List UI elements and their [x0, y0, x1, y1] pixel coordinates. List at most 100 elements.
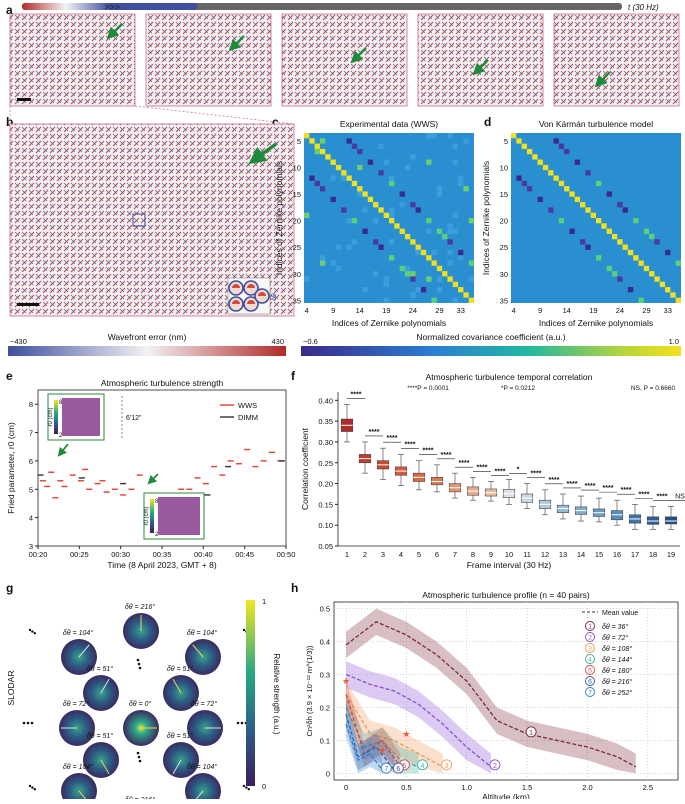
matrix-cell: [389, 175, 395, 181]
panel-letter-a: a: [6, 3, 13, 17]
g-ellipsis-dot: [28, 784, 32, 788]
matrix-diagonal-cell: [526, 148, 533, 155]
time-bar-gradient: [22, 3, 197, 10]
matrix-ytick: 5: [297, 137, 301, 146]
h-series-marker-label: 1: [529, 730, 533, 737]
matrix-cell: [389, 212, 395, 218]
matrix-diagonal-cell: [580, 202, 586, 208]
f-ytick: 0.05: [318, 542, 333, 551]
matrix-diagonal-cell: [394, 223, 400, 229]
wind-arrow-icon: [106, 23, 123, 40]
matrix-diagonal-cell: [585, 207, 591, 213]
matrix-xtick: 24: [616, 306, 624, 315]
panel-letter-d: d: [484, 115, 491, 129]
e-inset-map: [158, 497, 200, 535]
matrix-xtick: 4: [512, 306, 516, 315]
matrix-xlabel: Indices of Zernike polynomials: [539, 318, 653, 328]
matrix-diagonal-cell: [516, 138, 522, 144]
f-sig-label: ****: [495, 468, 506, 475]
matrix-cell: [373, 239, 379, 245]
g-disk-label: δθ = 104°: [187, 629, 217, 637]
matrix-cell: [638, 297, 644, 303]
zernike-inset: [227, 277, 271, 315]
g-disk-label: δθ = 0°: [129, 700, 152, 708]
matrix-diagonal-cell: [569, 191, 575, 197]
matrix-diagonal-cell: [383, 212, 389, 218]
h-legend-label: δθ = 108°: [602, 645, 632, 653]
matrix-cell: [526, 186, 533, 192]
g-disk-label: δθ = 216°: [125, 603, 155, 611]
f-xtick: 13: [559, 550, 567, 559]
f-xtick: 12: [541, 550, 549, 559]
matrix-cell: [341, 207, 347, 213]
matrix-cell: [436, 186, 443, 192]
matrix-ytick: 30: [293, 270, 301, 279]
f-sig-label: ****: [387, 435, 398, 442]
matrix-cell: [426, 218, 432, 224]
g-side-label: SLODAR: [6, 671, 16, 706]
e-xtick: 00:30: [111, 550, 130, 559]
matrix-diagonal-cell: [335, 164, 342, 171]
wavefront-frame: [417, 13, 544, 107]
matrix-diagonal-cell: [346, 175, 352, 181]
h-legend-marker-label: 5: [588, 668, 592, 675]
f-xtick: 4: [399, 550, 403, 559]
matrix-cell: [362, 228, 368, 234]
matrix-cell: [378, 170, 384, 176]
h-legend-marker-label: 3: [588, 646, 592, 653]
matrix-diagonal-cell: [601, 223, 607, 229]
matrix-cell: [341, 175, 347, 181]
covariance-colorbar-min: −0.6: [303, 337, 318, 346]
matrix-cell: [606, 191, 612, 197]
matrix-diagonal-cell: [325, 154, 331, 160]
g-disk-label: δθ = 72°: [63, 700, 89, 708]
matrix-cell: [431, 133, 437, 139]
e-inset-colorbar: [150, 499, 154, 533]
e-inset-label: r0 (cm): [144, 507, 150, 526]
f-sig-label: ****: [423, 448, 434, 455]
matrix-cell: [304, 276, 310, 282]
e-ytick: 6: [29, 457, 33, 466]
matrix-diagonal-cell: [415, 244, 421, 250]
matrix-cell: [447, 260, 453, 266]
matrix-diagonal-cell: [367, 196, 374, 203]
wavefront-frame: [145, 13, 272, 107]
matrix-diagonal-cell: [564, 186, 570, 192]
h-legend-label: δθ = 72°: [602, 634, 628, 642]
matrix-diagonal-cell: [542, 164, 549, 171]
h-legend-marker-label: 6: [588, 679, 592, 686]
matrix-diagonal-cell: [362, 191, 368, 197]
h-legend-marker: [585, 632, 595, 642]
matrix-cell: [675, 260, 681, 266]
g-colorbar-min: 0: [262, 782, 266, 791]
matrix-diagonal-cell: [468, 297, 474, 303]
matrix-cell: [458, 255, 464, 261]
matrix-cell: [596, 180, 602, 187]
h-series-marker-label: 6: [396, 766, 400, 773]
h-band: [346, 608, 636, 774]
f-sig-label: ****: [441, 452, 452, 459]
matrix-cell: [410, 292, 416, 298]
h-legend-marker: [585, 676, 595, 686]
e-legend-label: WWS: [238, 401, 257, 410]
f-xtick: 6: [435, 550, 439, 559]
matrix-cell: [383, 297, 389, 303]
g-disk-ray: [172, 678, 182, 694]
matrix-ylabel: Indices of Zernike polynomials: [274, 161, 284, 275]
f-sig-label: ****: [603, 485, 614, 492]
g-disk-label: δθ = 104°: [63, 763, 93, 771]
wavefront-frame: [281, 13, 408, 107]
h-legend-marker: [585, 665, 595, 675]
g-ellipsis-dot: [138, 666, 142, 670]
time-label: t (30 Hz): [628, 3, 659, 12]
matrix-cell: [442, 233, 448, 240]
matrix-cell: [458, 180, 464, 187]
matrix-cell: [319, 138, 326, 144]
matrix-cell: [458, 175, 464, 181]
matrix-cell: [330, 260, 336, 266]
matrix-cell: [617, 276, 623, 282]
matrix-cell: [585, 170, 591, 176]
h-series-marker-label: 4: [421, 763, 425, 770]
matrix-diagonal-cell: [389, 218, 395, 224]
matrix-cell: [410, 202, 416, 208]
